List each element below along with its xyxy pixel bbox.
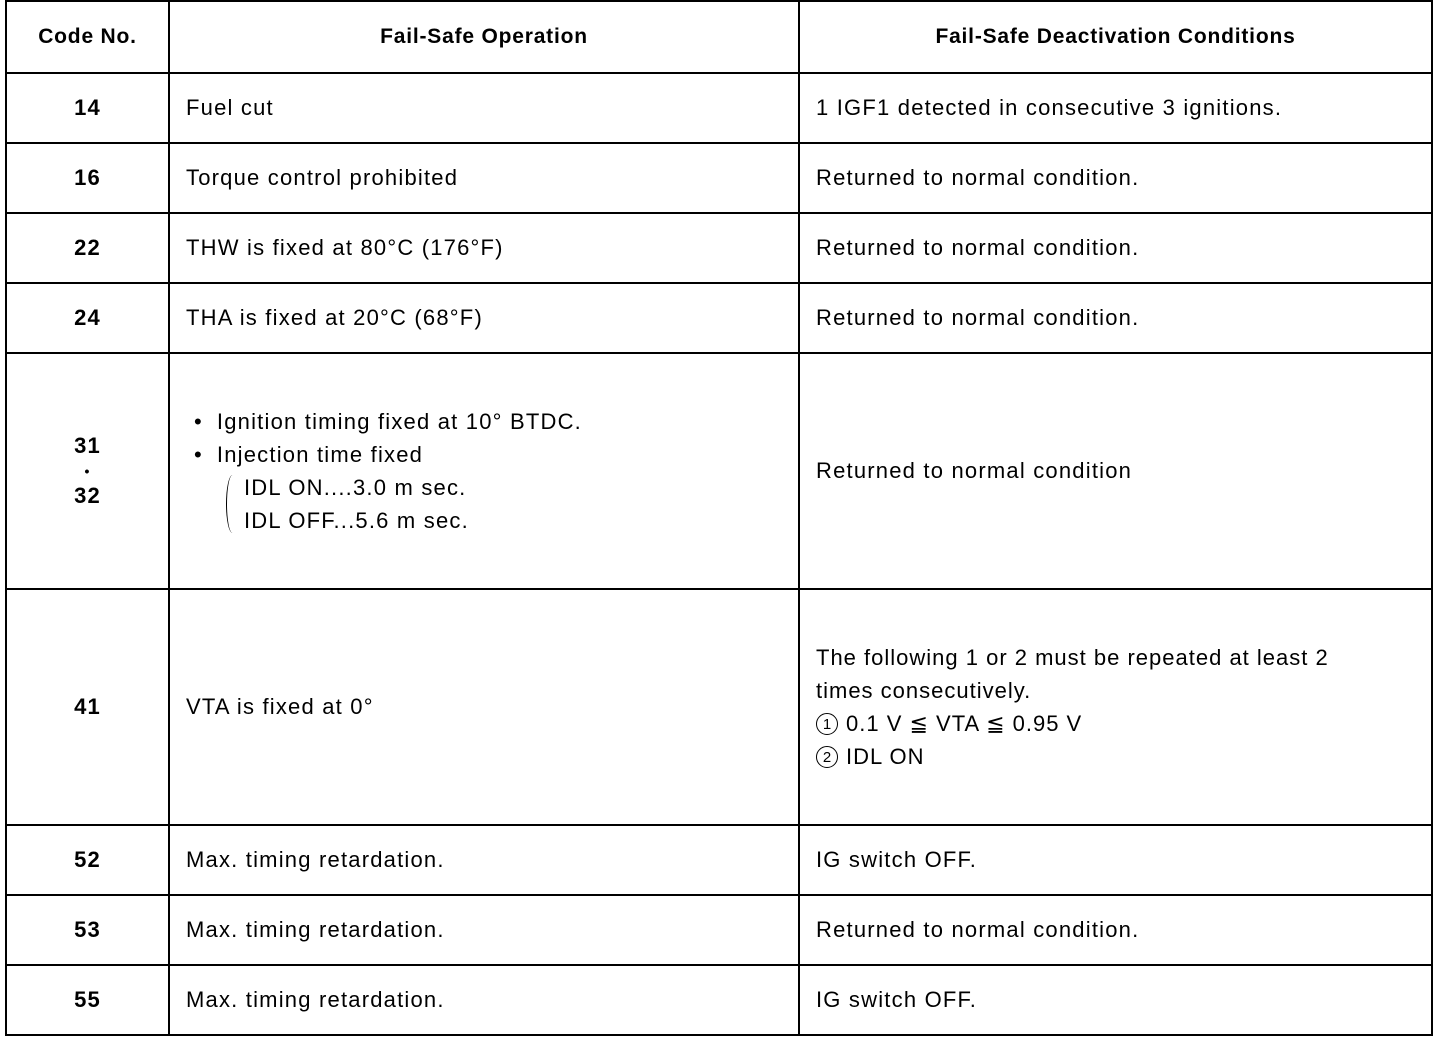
code-cell: 14 (5, 72, 170, 144)
table-row: 22 THW is fixed at 80°C (176°F) Returned… (5, 212, 1433, 284)
operation-cell: Fuel cut (168, 72, 800, 144)
table-row: 41 VTA is fixed at 0° The following 1 or… (5, 588, 1433, 826)
condition-cell: The following 1 or 2 must be repeated at… (798, 588, 1433, 826)
code-cell: 22 (5, 212, 170, 284)
table-row: 52 Max. timing retardation. IG switch OF… (5, 824, 1433, 896)
table-row: 31 • 32 Ignition timing fixed at 10° BTD… (5, 352, 1433, 590)
code-cell: 31 • 32 (5, 352, 170, 590)
code-cell: 16 (5, 142, 170, 214)
header-conditions: Fail-Safe Deactivation Conditions (798, 0, 1433, 74)
code-a: 31 (74, 433, 101, 458)
operation-cell: Ignition timing fixed at 10° BTDC. Injec… (168, 352, 800, 590)
header-code: Code No. (5, 0, 170, 74)
operation-cell: Max. timing retardation. (168, 824, 800, 896)
condition-line: The following 1 or 2 must be repeated at… (816, 645, 1329, 670)
bullet-item: Ignition timing fixed at 10° BTDC. (194, 405, 798, 438)
condition-cell: Returned to normal condition (798, 352, 1433, 590)
circled-number-icon: 1 (816, 713, 838, 735)
operation-cell: Max. timing retardation. (168, 894, 800, 966)
condition-item: 1 0.1 V ≦ VTA ≦ 0.95 V (816, 707, 1431, 740)
injection-sub-list: IDL ON....3.0 m sec. IDL OFF...5.6 m sec… (190, 471, 798, 537)
sub-item: IDL OFF...5.6 m sec. (244, 508, 469, 533)
bullet-item: Injection time fixed (194, 438, 798, 471)
fail-safe-table: Code No. Fail-Safe Operation Fail-Safe D… (5, 0, 1433, 1036)
header-operation: Fail-Safe Operation (168, 0, 800, 74)
code-cell: 41 (5, 588, 170, 826)
operation-bullets: Ignition timing fixed at 10° BTDC. Injec… (190, 405, 798, 471)
code-separator: • (84, 463, 91, 479)
condition-cell: Returned to normal condition. (798, 142, 1433, 214)
table-row: 14 Fuel cut 1 IGF1 detected in consecuti… (5, 72, 1433, 144)
condition-cell: IG switch OFF. (798, 824, 1433, 896)
condition-item: 2 IDL ON (816, 740, 1431, 773)
operation-cell: THW is fixed at 80°C (176°F) (168, 212, 800, 284)
table-row: 55 Max. timing retardation. IG switch OF… (5, 964, 1433, 1036)
table-row: 24 THA is fixed at 20°C (68°F) Returned … (5, 282, 1433, 354)
code-cell: 53 (5, 894, 170, 966)
sub-item: IDL ON....3.0 m sec. (244, 475, 467, 500)
table-row: 53 Max. timing retardation. Returned to … (5, 894, 1433, 966)
condition-item-text: 0.1 V ≦ VTA ≦ 0.95 V (846, 711, 1083, 736)
operation-cell: Max. timing retardation. (168, 964, 800, 1036)
table-row: 16 Torque control prohibited Returned to… (5, 142, 1433, 214)
condition-cell: Returned to normal condition. (798, 282, 1433, 354)
code-cell: 55 (5, 964, 170, 1036)
condition-line: times consecutively. (816, 678, 1032, 703)
operation-cell: Torque control prohibited (168, 142, 800, 214)
circled-number-icon: 2 (816, 746, 838, 768)
condition-cell: IG switch OFF. (798, 964, 1433, 1036)
header-row: Code No. Fail-Safe Operation Fail-Safe D… (5, 0, 1433, 74)
parenthesis-icon (226, 475, 239, 533)
operation-cell: VTA is fixed at 0° (168, 588, 800, 826)
condition-cell: Returned to normal condition. (798, 212, 1433, 284)
condition-item-text: IDL ON (846, 744, 925, 769)
code-cell: 52 (5, 824, 170, 896)
condition-cell: Returned to normal condition. (798, 894, 1433, 966)
operation-cell: THA is fixed at 20°C (68°F) (168, 282, 800, 354)
code-b: 32 (74, 483, 101, 508)
code-cell: 24 (5, 282, 170, 354)
condition-cell: 1 IGF1 detected in consecutive 3 ignitio… (798, 72, 1433, 144)
